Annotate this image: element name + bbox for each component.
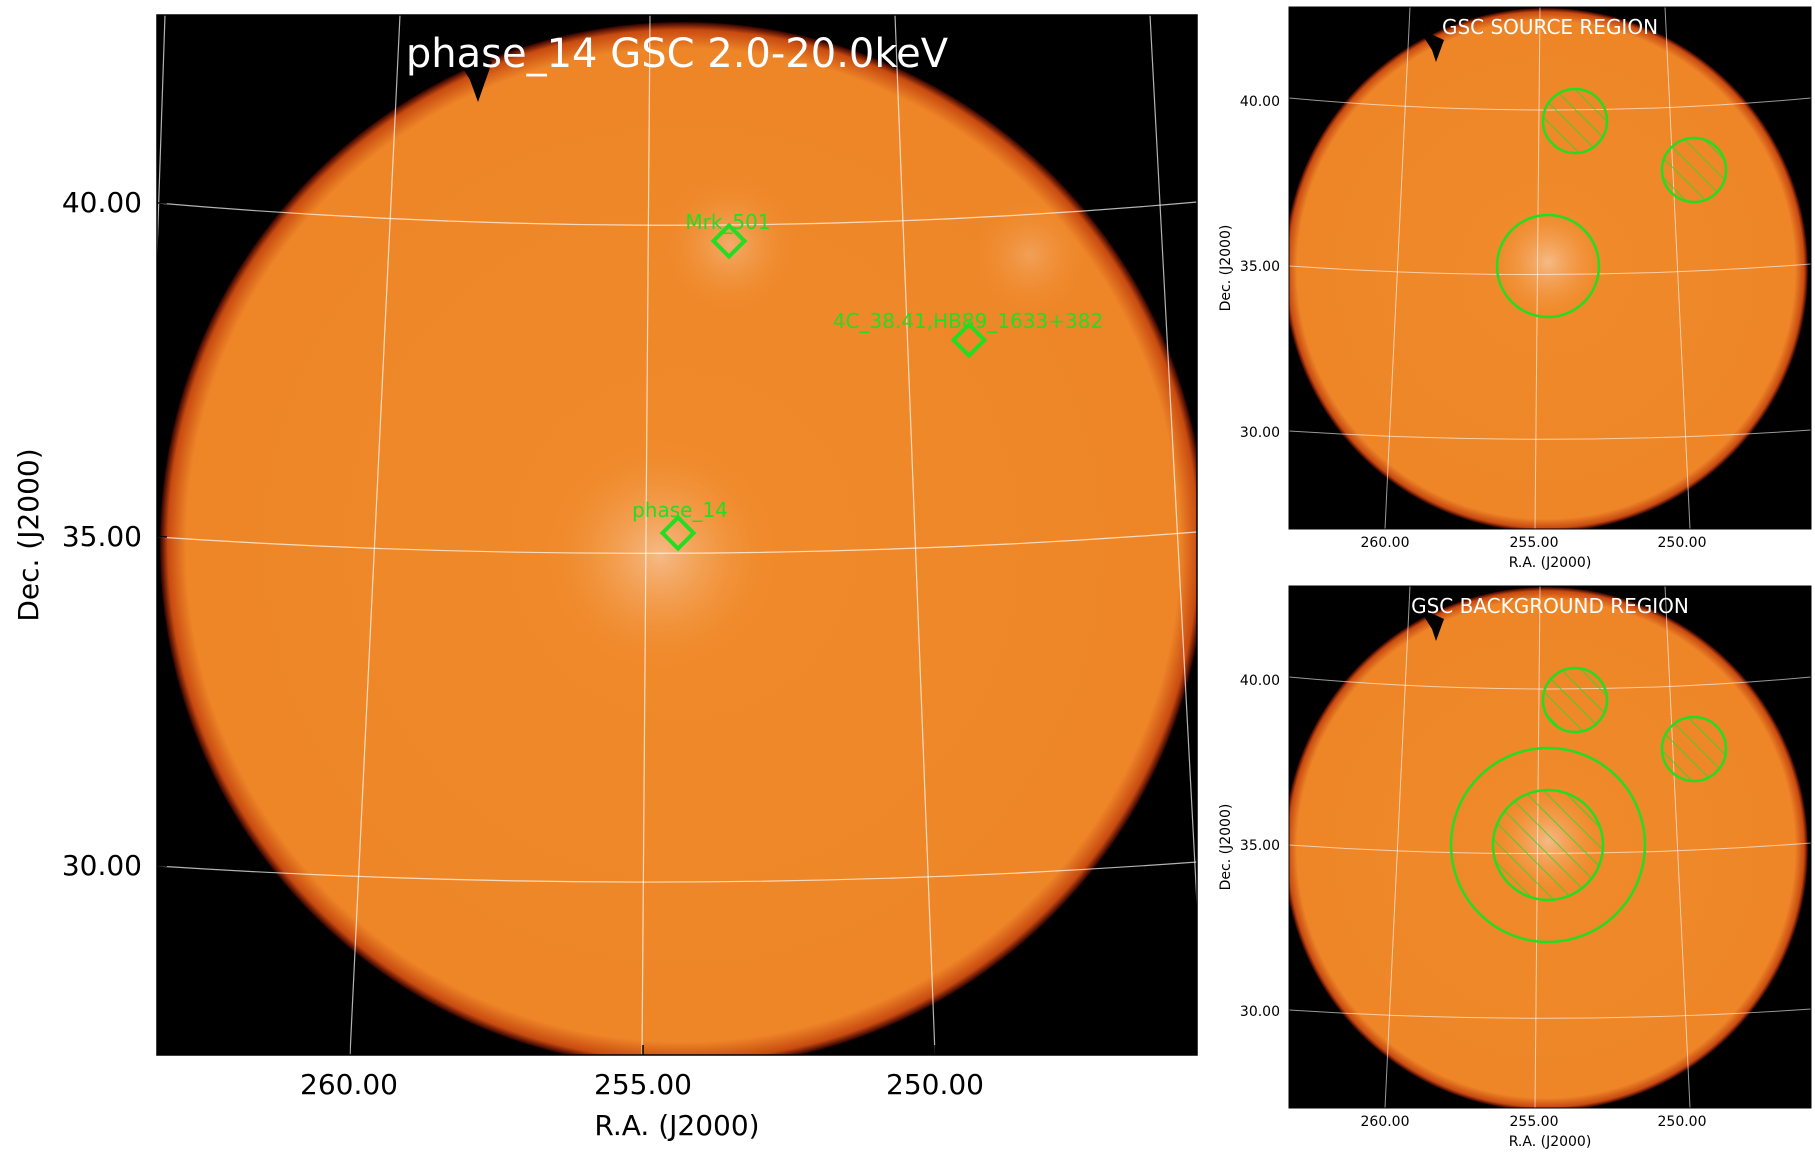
src-region-circles	[1495, 87, 1728, 319]
src-excluded-mrk501[interactable]	[1541, 87, 1609, 155]
main-coordinate-grid	[157, 15, 1197, 1055]
main-x-axis-label: R.A. (J2000)	[594, 1109, 759, 1142]
src-glow	[1488, 202, 1608, 322]
bkg-y-tick-40: 40.00	[1240, 673, 1280, 689]
source-region-panel: GSC SOURCE REGION 40.00 35.00 30.00 260.…	[1218, 6, 1812, 571]
src-title: GSC SOURCE REGION	[1442, 15, 1658, 39]
main-ticks	[157, 202, 936, 1055]
bkg-y-tick-30: 30.00	[1240, 1004, 1280, 1020]
main-frame	[156, 14, 1198, 1056]
src-y-axis-label: Dec. (J2000)	[1218, 225, 1234, 312]
bkg-excluded-mrk501[interactable]	[1541, 666, 1609, 734]
main-x-tick-260: 260.00	[300, 1068, 398, 1101]
source-label-phase14: phase_14	[632, 498, 728, 522]
bkg-disc-notch	[1418, 607, 1444, 641]
bkg-x-axis-label: R.A. (J2000)	[1509, 1134, 1592, 1150]
source-marker-mrk501[interactable]	[710, 222, 748, 260]
bkg-excluded-source[interactable]	[1491, 788, 1605, 902]
src-region-main[interactable]	[1495, 213, 1601, 319]
main-glow-mrk501	[660, 175, 800, 315]
src-disc-notch	[1418, 28, 1444, 62]
source-marker-phase14[interactable]	[659, 514, 697, 552]
src-y-tick-35: 35.00	[1240, 259, 1280, 275]
bkg-x-tick-250: 250.00	[1658, 1114, 1707, 1130]
source-label-mrk501: Mrk_501	[685, 210, 770, 234]
bkg-excluded-4c3841[interactable]	[1660, 715, 1728, 783]
main-x-tick-255: 255.00	[594, 1068, 692, 1101]
main-glow-4c3841	[970, 195, 1090, 315]
main-image-panel: Mrk_501 4C_38.41,HB89_1633+382 phase_14 …	[12, 14, 1198, 1142]
main-x-tick-250: 250.00	[886, 1068, 984, 1101]
src-excluded-4c3841[interactable]	[1660, 136, 1728, 204]
src-frame	[1288, 6, 1812, 530]
source-marker-4c3841[interactable]	[950, 321, 988, 359]
src-x-axis-label: R.A. (J2000)	[1509, 555, 1592, 571]
bkg-region-outer[interactable]	[1449, 746, 1647, 944]
src-x-tick-260: 260.00	[1361, 535, 1410, 551]
background-region-panel: GSC BACKGROUND REGION 40.00 35.00 30.00 …	[1218, 585, 1812, 1150]
bkg-x-tick-260: 260.00	[1361, 1114, 1410, 1130]
main-title: phase_14 GSC 2.0-20.0keV	[406, 31, 949, 77]
bkg-y-tick-35: 35.00	[1240, 838, 1280, 854]
main-y-tick-40: 40.00	[62, 186, 142, 219]
source-label-4c3841: 4C_38.41,HB89_1633+382	[833, 309, 1103, 333]
source-markers	[659, 222, 988, 552]
src-x-tick-250: 250.00	[1658, 535, 1707, 551]
bkg-title: GSC BACKGROUND REGION	[1411, 594, 1689, 618]
bkg-y-axis-label: Dec. (J2000)	[1218, 804, 1234, 891]
src-y-tick-40: 40.00	[1240, 94, 1280, 110]
bkg-x-tick-255: 255.00	[1510, 1114, 1559, 1130]
main-disc-notch	[440, 30, 492, 102]
main-y-tick-35: 35.00	[62, 520, 142, 553]
main-y-tick-30: 30.00	[62, 849, 142, 882]
src-x-tick-255: 255.00	[1510, 535, 1559, 551]
bkg-region-circles	[1449, 666, 1728, 944]
bkg-frame	[1288, 585, 1812, 1109]
main-y-axis-label: Dec. (J2000)	[12, 448, 45, 621]
main-glow-phase14	[540, 435, 780, 675]
src-y-tick-30: 30.00	[1240, 425, 1280, 441]
